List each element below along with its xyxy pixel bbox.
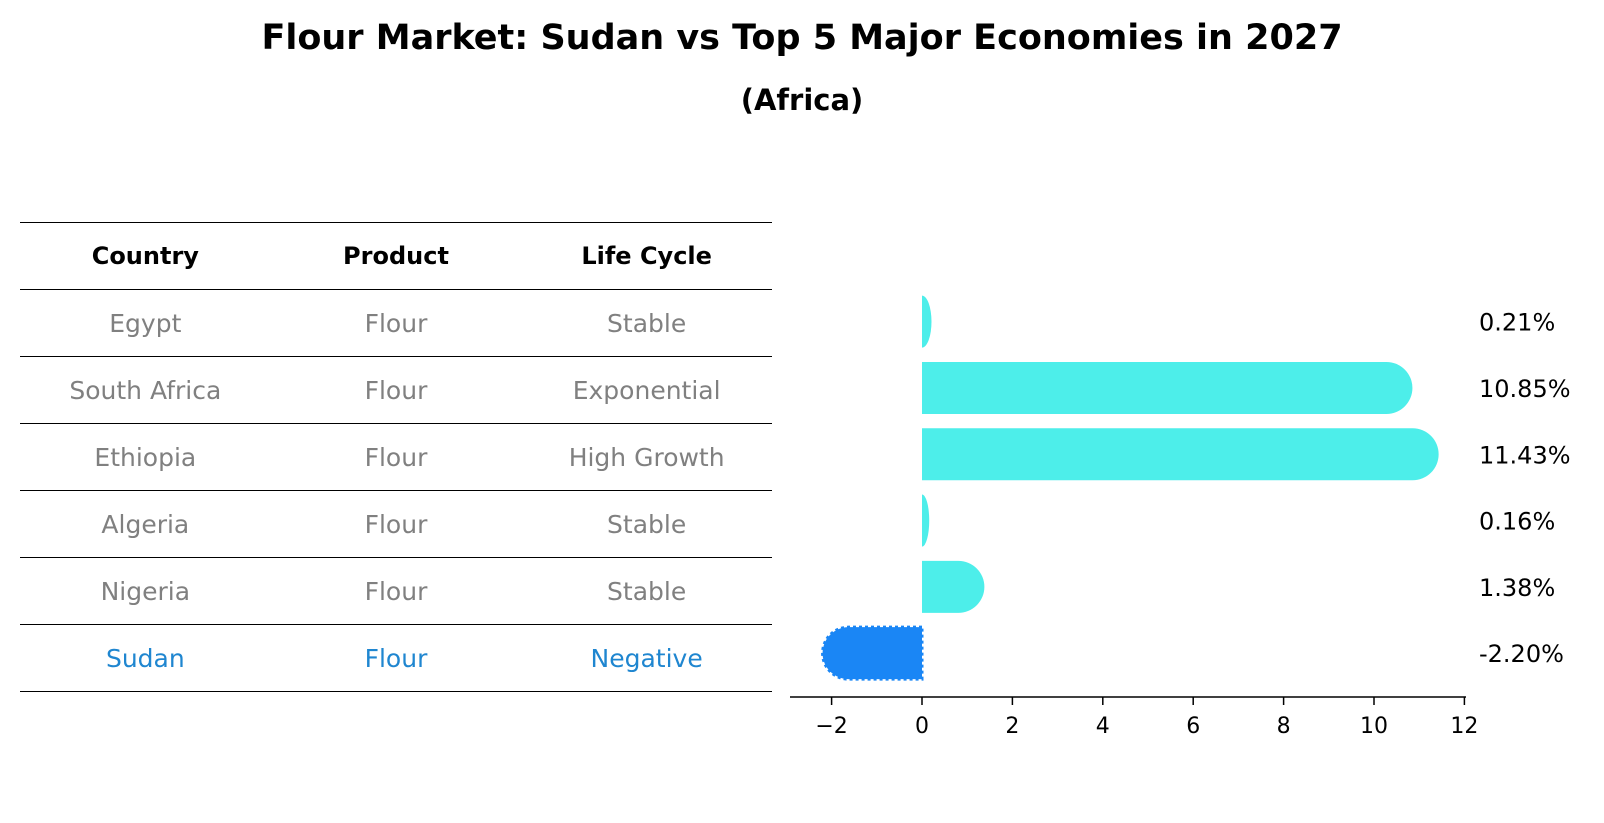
table-row: Nigeria Flour Stable xyxy=(20,557,772,624)
table-row: Ethiopia Flour High Growth xyxy=(20,423,772,490)
data-label: 0.21% xyxy=(1479,309,1555,337)
x-tick-label: −2 xyxy=(815,714,847,739)
table-header-row: Country Product Life Cycle xyxy=(20,222,772,289)
cell-product: Flour xyxy=(364,442,428,472)
cell-country: Sudan xyxy=(105,643,185,673)
data-label: 1.38% xyxy=(1479,574,1555,602)
data-label: 11.43% xyxy=(1479,441,1571,469)
x-tick-label: 2 xyxy=(1005,714,1019,739)
table-row: Egypt Flour Stable xyxy=(20,289,772,356)
cell-country: Egypt xyxy=(109,308,182,338)
table-row: Algeria Flour Stable xyxy=(20,490,772,557)
table-row: South Africa Flour Exponential xyxy=(20,356,772,423)
bar-sudan xyxy=(821,625,924,681)
bar-nigeria xyxy=(922,560,985,613)
header-country: Country xyxy=(91,242,199,270)
table-row-highlight: Sudan Flour Negative xyxy=(20,624,772,692)
bar-egypt xyxy=(922,295,932,348)
x-tick-label: 4 xyxy=(1096,714,1110,739)
header-life-cycle: Life Cycle xyxy=(581,242,712,270)
cell-product: Flour xyxy=(364,576,428,606)
cell-product: Flour xyxy=(364,509,428,539)
cell-product: Flour xyxy=(364,643,428,673)
cell-product: Flour xyxy=(364,375,428,405)
chart-subtitle: (Africa) xyxy=(740,83,864,117)
x-tick-label: 10 xyxy=(1360,714,1388,739)
bar-algeria xyxy=(922,494,930,547)
cell-product: Flour xyxy=(364,308,428,338)
cell-life-cycle: Stable xyxy=(607,509,687,539)
cell-country: South Africa xyxy=(69,375,222,405)
data-label: 10.85% xyxy=(1479,375,1571,403)
x-tick-label: 0 xyxy=(915,714,929,739)
x-tick-label: 8 xyxy=(1277,714,1291,739)
cell-life-cycle: High Growth xyxy=(568,442,725,472)
x-tick-label: 6 xyxy=(1186,714,1200,739)
cell-life-cycle: Negative xyxy=(590,643,703,673)
bar-south-africa xyxy=(922,361,1413,414)
cell-life-cycle: Stable xyxy=(607,576,687,606)
x-tick-label: 12 xyxy=(1450,714,1478,739)
country-table: Country Product Life Cycle Egypt Flour S… xyxy=(20,222,772,692)
cell-life-cycle: Stable xyxy=(607,308,687,338)
cell-life-cycle: Exponential xyxy=(572,375,721,405)
cell-country: Ethiopia xyxy=(94,442,197,472)
chart-title: Flour Market: Sudan vs Top 5 Major Econo… xyxy=(261,18,1343,58)
data-label: -2.20% xyxy=(1479,640,1564,668)
bar-ethiopia xyxy=(922,428,1439,481)
data-label: 0.16% xyxy=(1479,508,1555,536)
cell-country: Nigeria xyxy=(100,576,191,606)
header-product: Product xyxy=(343,242,449,270)
cell-country: Algeria xyxy=(101,509,190,539)
